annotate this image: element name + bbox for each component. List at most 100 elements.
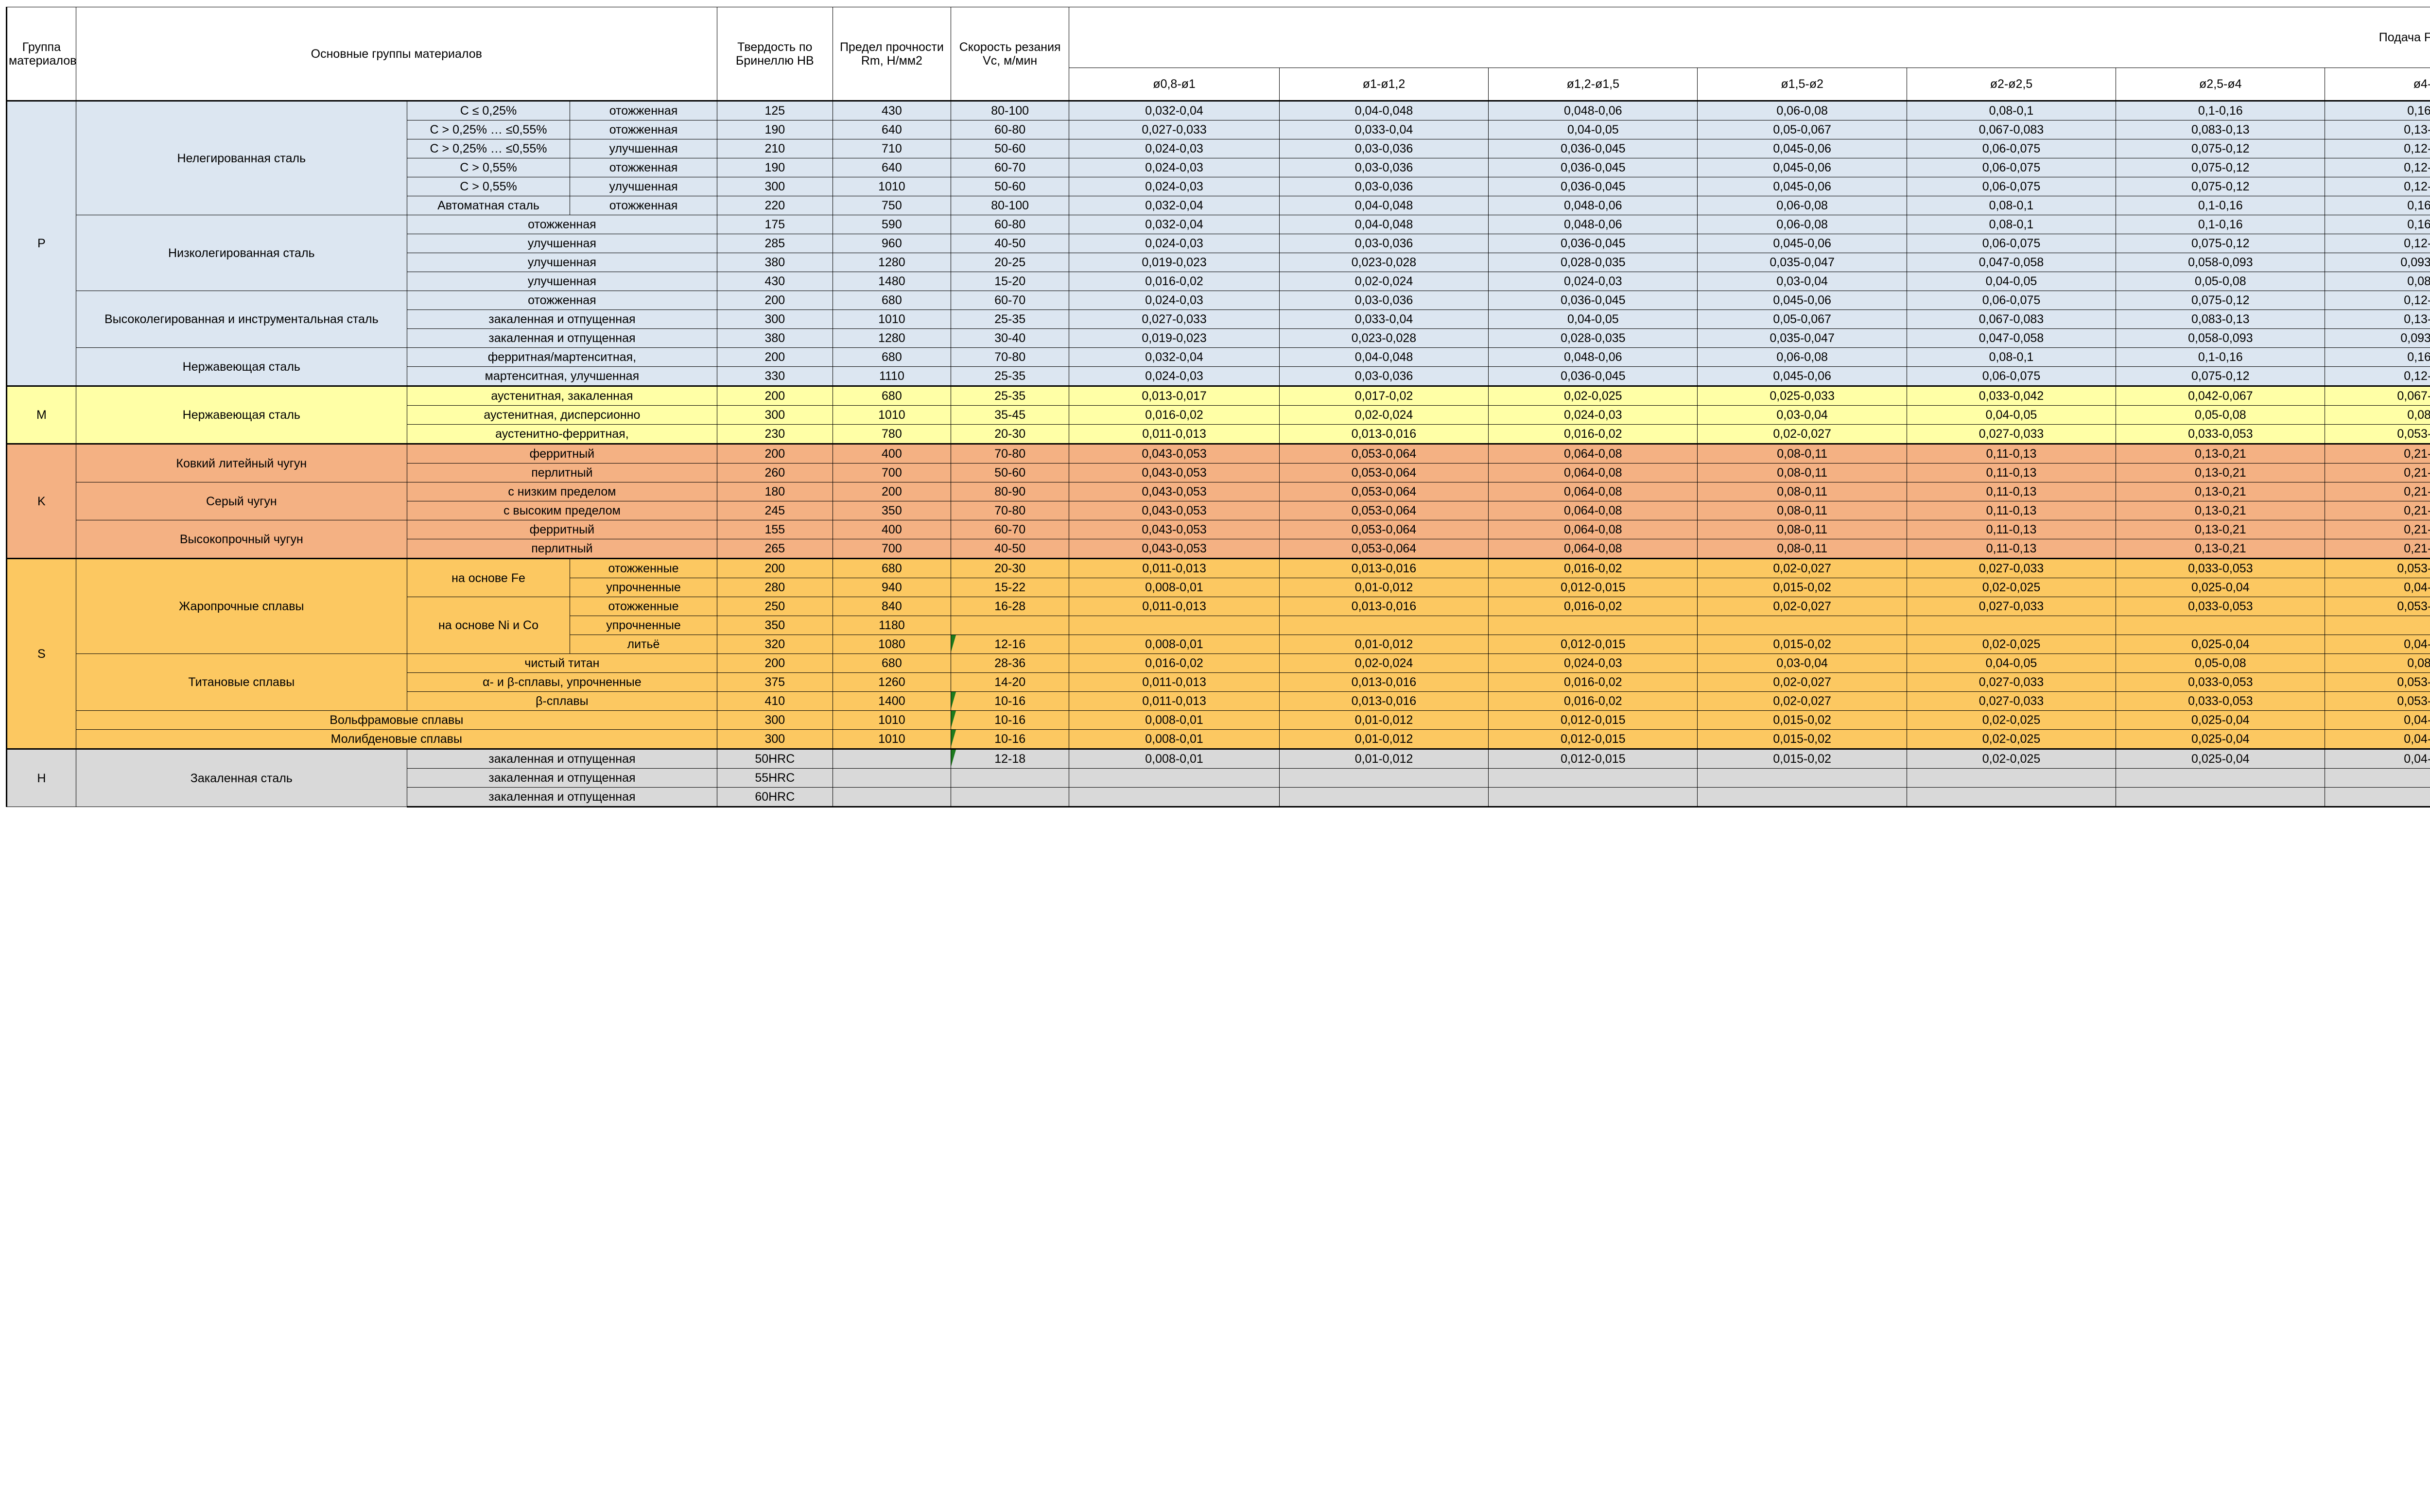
feed-value-6: 0,025-0,04 [2116,730,2325,749]
feed-value-6: 0,13-0,21 [2116,444,2325,464]
feed-value-5: 0,11-0,13 [1907,444,2116,464]
hardness-value: 155 [717,520,833,539]
cutting-speed-value: 10-16 [951,711,1069,730]
material-condition: ферритная/мартенситная, [407,348,717,367]
material-condition: β-сплавы [407,692,717,711]
feed-value-3: 0,036-0,045 [1489,158,1698,177]
feed-value-5: 0,11-0,13 [1907,520,2116,539]
feed-value-5: 0,02-0,025 [1907,749,2116,769]
cutting-speed-value: 70-80 [951,501,1069,520]
feed-value-6: 0,13-0,21 [2116,539,2325,559]
feed-value-1: 0,008-0,01 [1069,749,1280,769]
feed-value-4: 0,03-0,04 [1698,406,1907,425]
feed-value-1: 0,016-0,02 [1069,654,1280,673]
feed-value-4: 0,08-0,11 [1698,482,1907,501]
material-condition: улучшенная [407,253,717,272]
feed-value-7: 0,13-0,17 [2325,120,2430,139]
material-condition: ферритный [407,444,717,464]
feed-value-4: 0,045-0,06 [1698,234,1907,253]
feed-value-3: 0,016-0,02 [1489,559,1698,578]
feed-value-6: 0,13-0,21 [2116,520,2325,539]
feed-value-5 [1907,616,2116,635]
feed-value-2: 0,013-0,016 [1279,559,1488,578]
hardness-value: 380 [717,329,833,348]
feed-value-1: 0,008-0,01 [1069,635,1280,654]
material-condition: закаленная и отпущенная [407,329,717,348]
hardness-value: 250 [717,597,833,616]
feed-value-5: 0,06-0,075 [1907,234,2116,253]
cutting-speed-value [951,616,1069,635]
feed-value-1: 0,032-0,04 [1069,101,1280,120]
feed-value-2: 0,03-0,036 [1279,291,1488,310]
group-code-M: M [7,386,76,444]
hardness-value: 380 [717,253,833,272]
feed-value-6: 0,058-0,093 [2116,329,2325,348]
feed-value-5 [1907,769,2116,788]
table-header: Группа материалов Основные группы матери… [7,7,2430,101]
hardness-value: 265 [717,539,833,559]
feed-value-5: 0,08-0,1 [1907,196,2116,215]
material-condition: отожженная [570,101,717,120]
feed-value-2: 0,013-0,016 [1279,692,1488,711]
feed-value-2: 0,013-0,016 [1279,597,1488,616]
feed-value-3: 0,036-0,045 [1489,367,1698,386]
feed-value-4: 0,05-0,067 [1698,310,1907,329]
feed-value-7: 0,16-0,2 [2325,348,2430,367]
feed-value-3 [1489,616,1698,635]
feed-value-7: 0,08-0,1 [2325,654,2430,673]
feed-value-3: 0,048-0,06 [1489,348,1698,367]
feed-value-7 [2325,788,2430,807]
hardness-value: 180 [717,482,833,501]
feed-value-7: 0,053-0,067 [2325,425,2430,444]
hardness-value: 260 [717,464,833,482]
feed-value-2: 0,053-0,064 [1279,501,1488,520]
feed-value-6: 0,033-0,053 [2116,597,2325,616]
feed-value-6: 0,083-0,13 [2116,120,2325,139]
tensile-value: 680 [833,386,951,406]
feed-value-5: 0,027-0,033 [1907,559,2116,578]
feed-value-4: 0,02-0,027 [1698,597,1907,616]
feed-value-4: 0,02-0,027 [1698,673,1907,692]
tensile-value: 1010 [833,406,951,425]
feed-value-6 [2116,788,2325,807]
feed-value-2: 0,053-0,064 [1279,539,1488,559]
feed-value-5: 0,06-0,075 [1907,291,2116,310]
header-hardness: Твердость по Бринеллю HB [717,7,833,101]
feed-value-6: 0,05-0,08 [2116,272,2325,291]
feed-value-3: 0,064-0,08 [1489,464,1698,482]
feed-value-7: 0,04-0,05 [2325,711,2430,730]
feed-value-3 [1489,788,1698,807]
feed-value-5: 0,047-0,058 [1907,329,2116,348]
group-code-K: K [7,444,76,559]
feed-value-1: 0,043-0,053 [1069,464,1280,482]
feed-value-4: 0,045-0,06 [1698,177,1907,196]
feed-value-1: 0,008-0,01 [1069,730,1280,749]
cutting-speed-value: 50-60 [951,464,1069,482]
feed-value-7 [2325,616,2430,635]
hardness-value: 175 [717,215,833,234]
feed-value-1 [1069,788,1280,807]
material-condition: улучшенная [407,272,717,291]
feed-value-2: 0,023-0,028 [1279,329,1488,348]
feed-value-6: 0,025-0,04 [2116,578,2325,597]
material-name: Закаленная сталь [76,749,407,807]
material-condition: мартенситная, улучшенная [407,367,717,386]
material-carbon: C > 0,55% [407,177,570,196]
hardness-value: 330 [717,367,833,386]
hardness-value: 50HRC [717,749,833,769]
material-name: Нержавеющая сталь [76,348,407,386]
hardness-value: 285 [717,234,833,253]
feed-value-4: 0,02-0,027 [1698,559,1907,578]
hardness-value: 125 [717,101,833,120]
feed-value-1: 0,011-0,013 [1069,692,1280,711]
tensile-value: 350 [833,501,951,520]
tensile-value: 680 [833,348,951,367]
tensile-value: 940 [833,578,951,597]
feed-value-7: 0,093-0,12 [2325,253,2430,272]
feed-value-4: 0,05-0,067 [1698,120,1907,139]
feed-value-1: 0,027-0,033 [1069,120,1280,139]
header-feed-col-3: ø1,2-ø1,5 [1489,68,1698,101]
feed-value-2: 0,013-0,016 [1279,673,1488,692]
